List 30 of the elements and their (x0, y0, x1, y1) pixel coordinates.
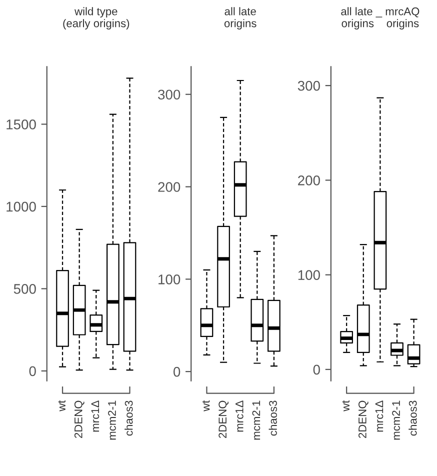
x-tick-label: wt (58, 400, 66, 412)
x-tick-label: wt (342, 400, 350, 412)
y-tick-label: 0 (313, 364, 320, 375)
y-tick-label: 0 (173, 366, 180, 377)
x-tick-label: mcm2-1 (252, 400, 260, 440)
y-tick-label: 200 (298, 176, 320, 186)
y-tick-label: 500 (14, 284, 36, 294)
y-tick-label: 300 (158, 90, 180, 100)
y-tick-label: 300 (298, 80, 320, 91)
x-tick-label: mrc1Δ (91, 400, 100, 432)
x-tick-label: 2DENQ (358, 400, 368, 438)
chart-title: wild type (early origins) (63, 7, 130, 30)
y-tick-label: 100 (298, 270, 320, 280)
x-tick-label: mrc1Δ (375, 400, 384, 432)
x-tick-label: chaos3 (408, 400, 417, 436)
x-tick-label: chaos3 (124, 400, 133, 436)
y-tick-label: 200 (158, 182, 180, 192)
x-tick-label: 2DENQ (74, 400, 84, 438)
x-tick-label: wt (202, 400, 210, 412)
y-tick-label: 0 (29, 366, 36, 376)
y-tick-label: 100 (158, 274, 180, 284)
x-tick-label: mcm2-1 (108, 400, 116, 440)
x-tick-label: chaos3 (268, 400, 277, 436)
chart-title: all late origins (224, 7, 256, 30)
y-tick-label: 1000 (6, 202, 36, 212)
chart-title: all late _ mrcAQ origins origins (341, 7, 420, 30)
y-tick-label: 1500 (6, 120, 36, 130)
x-tick-label: 2DENQ (218, 400, 229, 438)
x-tick-label: mcm2-1 (392, 400, 400, 440)
x-tick-label: mrc1Δ (236, 400, 244, 432)
